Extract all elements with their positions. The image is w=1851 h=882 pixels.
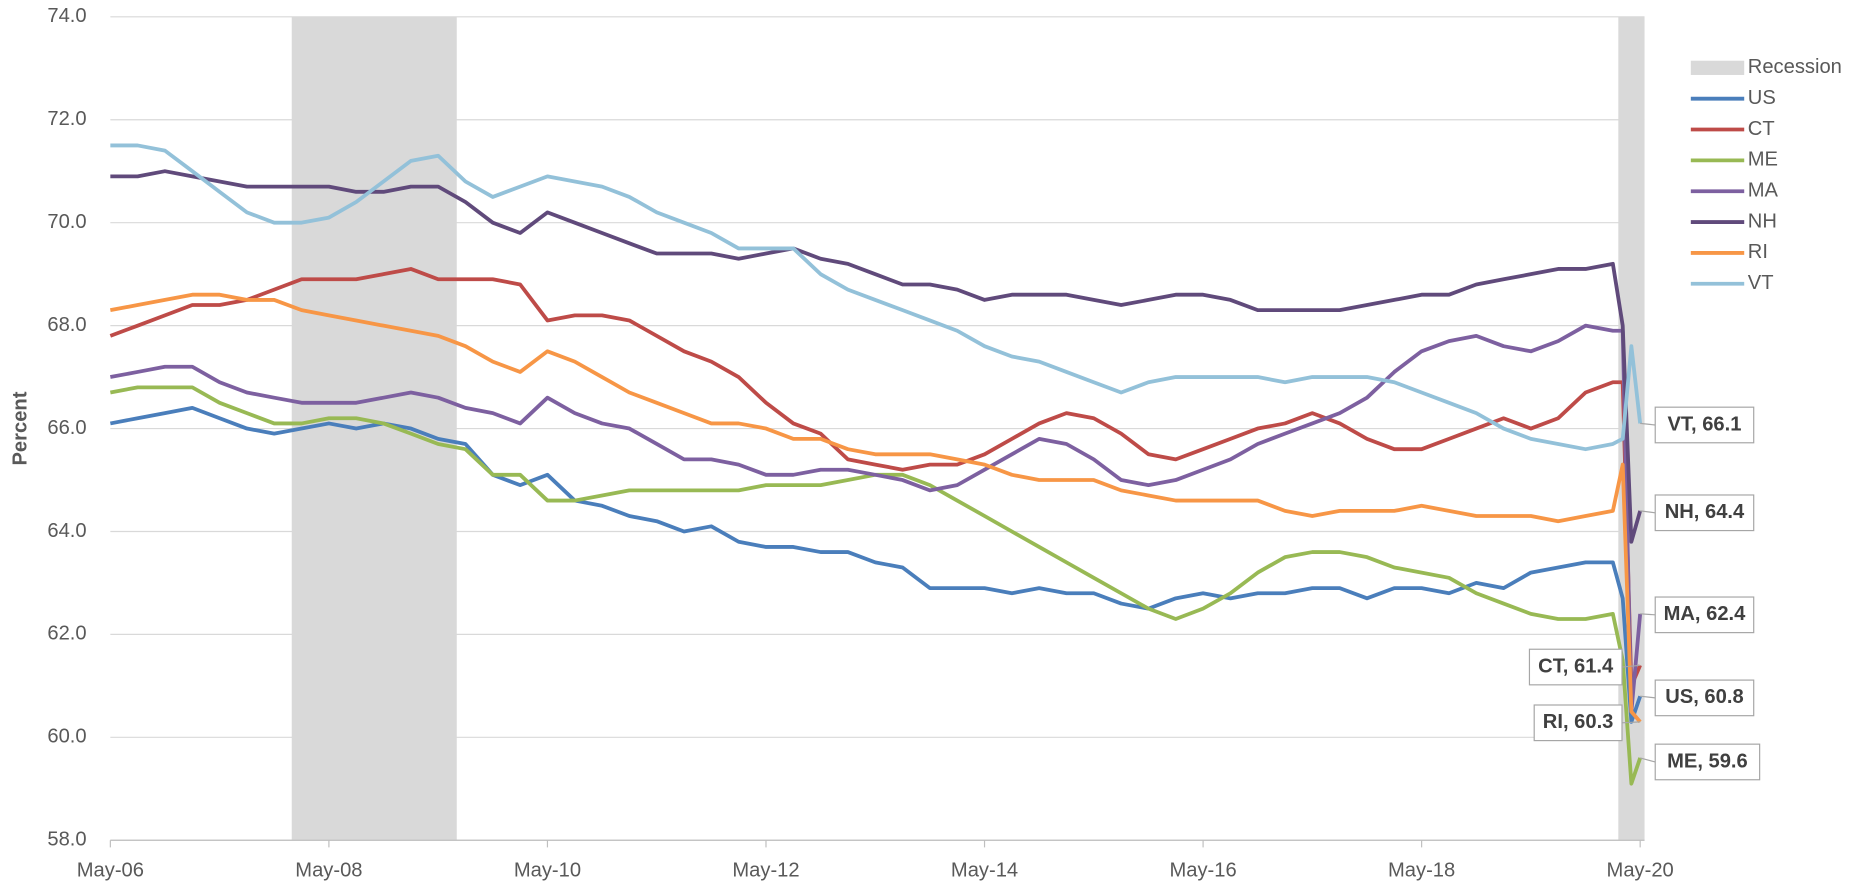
y-tick-label: 60.0 — [47, 726, 86, 748]
legend-label: Recession — [1748, 56, 1842, 78]
label-leader — [1640, 510, 1656, 514]
legend-label: CT — [1748, 118, 1775, 140]
label-box — [1654, 743, 1761, 781]
label-box — [1654, 679, 1755, 717]
legend-swatch — [1690, 60, 1745, 75]
series-line — [109, 323, 1643, 714]
series-line — [110, 143, 1643, 452]
y-tick-label: 74.0 — [47, 5, 86, 27]
x-tick-label: May-18 — [1388, 859, 1455, 881]
legend-label: US — [1748, 87, 1776, 109]
label-leader — [1621, 664, 1641, 668]
label-leader — [1640, 422, 1656, 426]
data-label: VT, 66.1 — [1667, 413, 1741, 435]
data-label: NH, 64.4 — [1665, 501, 1745, 523]
x-tick-label: May-08 — [295, 859, 362, 881]
data-label: RI, 60.3 — [1543, 711, 1614, 733]
y-tick-label: 70.0 — [47, 211, 86, 233]
label-box — [1533, 704, 1623, 742]
label-leader — [1640, 695, 1656, 699]
legend-label: VT — [1748, 272, 1774, 294]
label-box — [1654, 494, 1755, 532]
series-line — [109, 292, 1642, 724]
series-line — [109, 405, 1642, 724]
label-box — [1528, 648, 1623, 686]
legend-label: MA — [1748, 180, 1779, 202]
y-tick-label: 64.0 — [47, 520, 86, 542]
label-leader — [1640, 613, 1656, 616]
x-tick-label: May-06 — [77, 859, 144, 881]
x-tick-label: May-16 — [1169, 859, 1236, 881]
data-label: US, 60.8 — [1665, 686, 1743, 708]
y-tick-label: 68.0 — [47, 314, 86, 336]
series-line — [110, 169, 1642, 544]
legend-label: RI — [1748, 241, 1768, 263]
legend-label: ME — [1748, 149, 1778, 171]
data-label: ME, 59.6 — [1667, 750, 1748, 772]
y-tick-label: 62.0 — [47, 623, 86, 645]
series-line — [109, 267, 1642, 688]
label-box — [1654, 406, 1755, 444]
y-tick-label: 58.0 — [47, 829, 86, 851]
y-tick-label: 72.0 — [47, 108, 86, 130]
legend-label: NH — [1748, 210, 1777, 232]
label-box — [1654, 596, 1755, 634]
x-tick-label: May-10 — [514, 859, 581, 881]
y-tick-label: 66.0 — [47, 417, 86, 439]
data-label: CT, 61.4 — [1538, 655, 1614, 677]
y-axis-label: Percent — [10, 391, 32, 465]
data-label: MA, 62.4 — [1664, 603, 1747, 625]
x-tick-label: May-20 — [1607, 859, 1674, 881]
x-tick-label: May-14 — [951, 859, 1018, 881]
series-line — [109, 385, 1642, 786]
x-tick-label: May-12 — [732, 859, 799, 881]
label-leader — [1640, 757, 1656, 763]
label-leader — [1621, 721, 1641, 724]
